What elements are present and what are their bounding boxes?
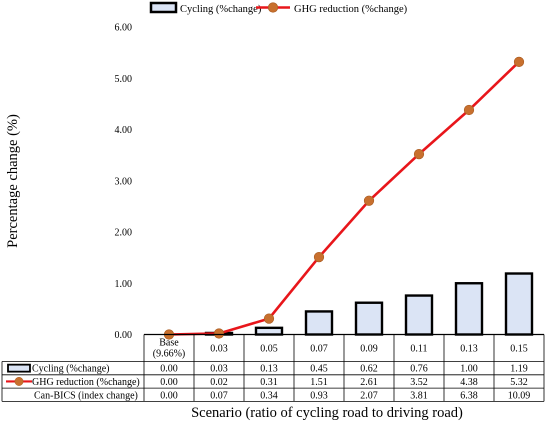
legend-cycling-swatch	[149, 1, 178, 14]
y-tick-label: 2.00	[115, 228, 133, 239]
table-cell: 0.31	[260, 377, 278, 388]
table-cell: 0.13	[260, 364, 278, 375]
table-cell: 0.00	[160, 377, 178, 388]
y-tick-label: 1.00	[115, 279, 133, 290]
line-point	[463, 104, 475, 116]
table-cell: 5.32	[510, 377, 528, 388]
line-point	[363, 195, 375, 206]
table-cell: 2.61	[360, 377, 378, 388]
bar-series	[204, 272, 534, 336]
y-axis-title: Percentage change (%)	[5, 114, 21, 248]
category-label: 0.03	[210, 344, 228, 355]
data-table: Base(9.66%) 0.03 0.05 0.07 0.09 0.11 0.13 0.15 C…	[1, 333, 545, 402]
table-cell: 2.07	[360, 390, 378, 401]
category-label: Base	[159, 338, 179, 349]
bar	[304, 310, 334, 336]
category-label: (9.66%)	[153, 349, 186, 360]
y-axis-ticks: 0.00 1.00 2.00 3.00 4.00 5.00 6.00	[115, 23, 133, 342]
y-tick-label: 5.00	[115, 74, 133, 85]
table-cell: 10.09	[508, 390, 531, 401]
category-label: 0.13	[460, 344, 478, 355]
table-cell: 0.93	[310, 390, 328, 401]
table-row-label: Can-BICS (index change)	[34, 390, 138, 401]
category-label: 0.11	[410, 344, 427, 355]
table-cell: 0.76	[410, 364, 428, 375]
row-key-ghg-marker	[14, 377, 24, 386]
category-label: 0.07	[310, 344, 328, 355]
legend-ghg-label: GHG reduction (%change)	[294, 4, 408, 15]
legend-ghg-marker	[267, 2, 279, 13]
table-cell: 0.07	[210, 390, 228, 401]
line-point	[413, 149, 425, 160]
row-key-cycling	[7, 363, 31, 373]
y-tick-label: 0.00	[115, 330, 133, 341]
line-series	[163, 56, 525, 340]
table-cell: 0.62	[360, 364, 378, 375]
table-cell: 3.52	[410, 377, 428, 388]
y-tick-label: 6.00	[115, 23, 133, 34]
legend: Cycling (%change) GHG reduction (%change…	[149, 1, 408, 15]
line-point	[263, 313, 275, 324]
line-point	[513, 56, 525, 67]
bar	[404, 294, 434, 336]
category-label: 0.09	[360, 344, 378, 355]
bar	[254, 326, 284, 336]
table-cell: 0.03	[210, 364, 228, 375]
table-cell: 0.00	[160, 364, 178, 375]
table-cell: 0.00	[160, 390, 178, 401]
x-axis-title: Scenario (ratio of cycling road to drivi…	[191, 405, 463, 421]
legend-cycling-label: Cycling (%change)	[180, 4, 262, 15]
table-row-label: GHG reduction (%change)	[32, 377, 140, 388]
ghg-line	[168, 60, 520, 336]
bar	[454, 282, 484, 336]
table-cell: 1.19	[510, 364, 528, 375]
bar	[354, 301, 384, 336]
table-cell: 1.51	[310, 377, 328, 388]
table-cell: 3.81	[410, 390, 428, 401]
y-tick-label: 3.00	[115, 176, 133, 187]
line-point	[213, 328, 225, 339]
category-label: 0.15	[510, 344, 528, 355]
table-row-label: Cycling (%change)	[32, 364, 109, 375]
table-cell: 1.00	[460, 364, 478, 375]
table-cell: 6.38	[460, 390, 478, 401]
table-cell: 0.45	[310, 364, 328, 375]
table-cell: 4.38	[460, 377, 478, 388]
bar	[504, 272, 534, 336]
table-cell: 0.02	[210, 377, 228, 388]
table-cell: 0.34	[260, 390, 278, 401]
line-point	[313, 252, 325, 263]
category-label: 0.05	[260, 344, 278, 355]
y-tick-label: 4.00	[115, 125, 133, 136]
